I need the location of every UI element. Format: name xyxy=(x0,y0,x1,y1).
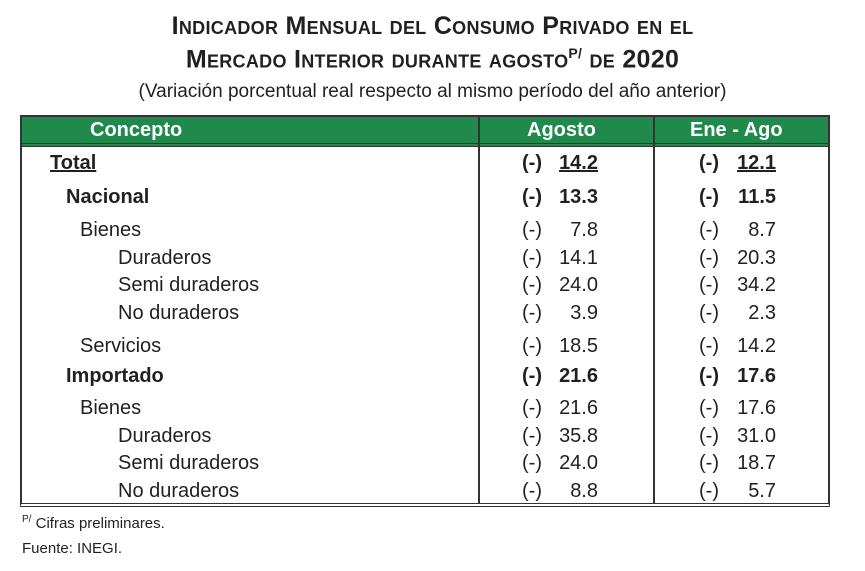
row-label: Duraderos xyxy=(118,247,212,269)
sign-agosto: (-) xyxy=(522,365,542,387)
sign-agosto: (-) xyxy=(522,335,542,357)
table-row: No duraderos (-) 8.8 (-) 5.7 xyxy=(22,478,828,504)
value-agosto: 24.0 xyxy=(559,452,598,474)
column-divider xyxy=(653,117,655,503)
value-agosto: 35.8 xyxy=(559,425,598,447)
value-ene-ago: 12.1 xyxy=(737,152,776,174)
title-line-2: Mercado Interior durante agostoP/ de 202… xyxy=(0,45,865,74)
value-ene-ago: 31.0 xyxy=(737,425,776,447)
value-ene-ago: 20.3 xyxy=(737,247,776,269)
data-table: Concepto Agosto Ene - Ago Total (-) 14.2… xyxy=(20,115,830,507)
sign-agosto: (-) xyxy=(522,397,542,419)
row-label: Semi duraderos xyxy=(118,274,260,296)
column-divider xyxy=(478,117,480,503)
value-ene-ago: 18.7 xyxy=(737,452,776,474)
col-agosto: Agosto xyxy=(527,119,596,141)
sign-ene-ago: (-) xyxy=(699,152,719,174)
value-agosto: 21.6 xyxy=(559,397,598,419)
value-agosto: 13.3 xyxy=(559,186,598,208)
table-header: Concepto Agosto Ene - Ago xyxy=(22,117,828,147)
value-ene-ago: 34.2 xyxy=(737,274,776,296)
value-agosto: 3.9 xyxy=(570,302,598,324)
value-agosto: 14.1 xyxy=(559,247,598,269)
value-ene-ago: 17.6 xyxy=(737,397,776,419)
value-ene-ago: 14.2 xyxy=(737,335,776,357)
sign-agosto: (-) xyxy=(522,186,542,208)
value-agosto: 7.8 xyxy=(570,219,598,241)
value-agosto: 14.2 xyxy=(559,152,598,174)
row-label: Servicios xyxy=(80,335,162,357)
value-agosto: 8.8 xyxy=(570,480,598,502)
row-label: Bienes xyxy=(80,397,142,419)
row-label: Total xyxy=(50,152,97,174)
footnote-text: Cifras preliminares. xyxy=(31,515,165,532)
value-ene-ago: 5.7 xyxy=(748,480,776,502)
row-label: Semi duraderos xyxy=(118,452,260,474)
col-ene-ago: Ene - Ago xyxy=(690,119,783,141)
sign-agosto: (-) xyxy=(522,247,542,269)
row-label: No duraderos xyxy=(118,302,240,324)
sign-ene-ago: (-) xyxy=(699,302,719,324)
sign-agosto: (-) xyxy=(522,452,542,474)
sign-agosto: (-) xyxy=(522,302,542,324)
table-row: Semi duraderos (-) 24.0 (-) 34.2 xyxy=(22,272,828,298)
sign-ene-ago: (-) xyxy=(699,480,719,502)
sign-agosto: (-) xyxy=(522,480,542,502)
table-row: Servicios (-) 18.5 (-) 14.2 xyxy=(22,333,828,359)
sign-agosto: (-) xyxy=(522,219,542,241)
sign-ene-ago: (-) xyxy=(699,274,719,296)
sign-ene-ago: (-) xyxy=(699,335,719,357)
sign-agosto: (-) xyxy=(522,274,542,296)
table-row: Bienes (-) 7.8 (-) 8.7 xyxy=(22,217,828,243)
row-label: No duraderos xyxy=(118,480,240,502)
table-row: Duraderos (-) 35.8 (-) 31.0 xyxy=(22,423,828,449)
value-agosto: 21.6 xyxy=(559,365,598,387)
sign-ene-ago: (-) xyxy=(699,425,719,447)
table-row: Semi duraderos (-) 24.0 (-) 18.7 xyxy=(22,450,828,476)
footnote-mark: P/ xyxy=(22,514,32,525)
value-ene-ago: 11.5 xyxy=(738,186,776,208)
sign-ene-ago: (-) xyxy=(699,397,719,419)
value-ene-ago: 2.3 xyxy=(748,302,776,324)
subtitle: (Variación porcentual real respecto al m… xyxy=(138,81,727,102)
preliminary-mark: P/ xyxy=(568,45,583,61)
row-label: Nacional xyxy=(66,186,150,208)
sign-ene-ago: (-) xyxy=(699,365,719,387)
col-concepto: Concepto xyxy=(90,119,183,141)
value-agosto: 24.0 xyxy=(559,274,598,296)
sign-ene-ago: (-) xyxy=(699,247,719,269)
sign-agosto: (-) xyxy=(522,425,542,447)
title-line-1: Indicador Mensual del Consumo Privado en… xyxy=(171,12,694,40)
row-label: Bienes xyxy=(80,219,142,241)
footnote-source: Fuente: INEGI. xyxy=(22,540,123,557)
table-row: No duraderos (-) 3.9 (-) 2.3 xyxy=(22,300,828,326)
footnote-preliminary: P/ Cifras preliminares. xyxy=(22,514,165,532)
title-year: de 2020 xyxy=(582,45,680,74)
title-text: Mercado Interior durante agosto xyxy=(185,45,569,74)
table-row: Bienes (-) 21.6 (-) 17.6 xyxy=(22,395,828,421)
value-agosto: 18.5 xyxy=(559,335,598,357)
sign-agosto: (-) xyxy=(522,152,542,174)
value-ene-ago: 8.7 xyxy=(748,219,776,241)
table-row: Total (-) 14.2 (-) 12.1 xyxy=(22,150,828,176)
value-ene-ago: 17.6 xyxy=(737,365,776,387)
row-label: Importado xyxy=(66,365,164,387)
table-row: Duraderos (-) 14.1 (-) 20.3 xyxy=(22,245,828,271)
row-label: Duraderos xyxy=(118,425,212,447)
sign-ene-ago: (-) xyxy=(699,219,719,241)
sign-ene-ago: (-) xyxy=(699,452,719,474)
sign-ene-ago: (-) xyxy=(699,186,719,208)
table-row: Nacional (-) 13.3 (-) 11.5 xyxy=(22,184,828,210)
table-row: Importado (-) 21.6 (-) 17.6 xyxy=(22,363,828,389)
